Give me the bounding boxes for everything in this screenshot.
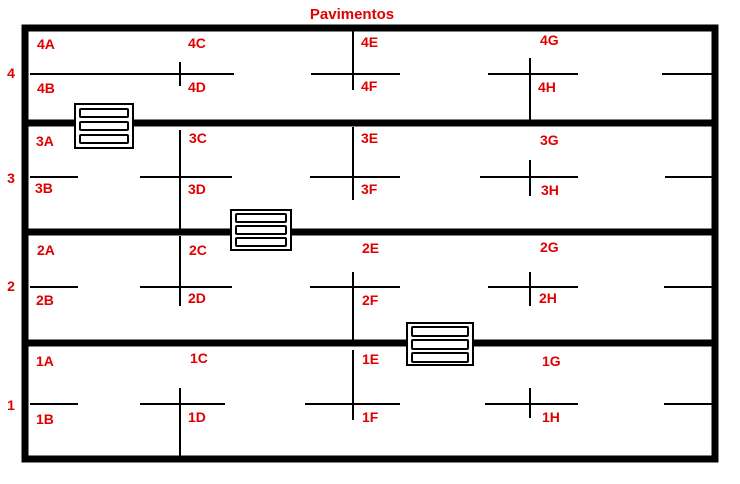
room-label: 2D xyxy=(188,290,206,306)
room-label: 1F xyxy=(362,409,379,425)
room-label: 2C xyxy=(189,242,207,258)
floor-number-2: 2 xyxy=(7,278,15,294)
diagram-title: Pavimentos xyxy=(310,6,394,23)
room-label: 3G xyxy=(540,132,559,148)
room-label: 3H xyxy=(541,182,559,198)
room-label: 4B xyxy=(37,80,55,96)
room-label: 4F xyxy=(361,78,378,94)
building-outline xyxy=(21,24,719,463)
floor-number-1: 1 xyxy=(7,397,15,413)
room-label: 4G xyxy=(540,32,559,48)
room-label: 2G xyxy=(540,239,559,255)
room-label: 4D xyxy=(188,79,206,95)
stairs-icon-floor-3-2 xyxy=(230,209,292,251)
room-labels-floor-4: 4A 4B 4C 4D 4E 4F 4G 4H xyxy=(37,32,559,96)
stairs-icon-floor-4-3 xyxy=(74,103,134,149)
room-label: 2H xyxy=(539,290,557,306)
room-label: 1B xyxy=(36,411,54,427)
room-label: 3E xyxy=(361,130,378,146)
room-label: 1D xyxy=(188,409,206,425)
room-label: 3F xyxy=(361,181,378,197)
floor-slabs xyxy=(25,119,715,347)
room-label: 1H xyxy=(542,409,560,425)
room-label: 1A xyxy=(36,353,54,369)
room-label: 2B xyxy=(36,292,54,308)
floor-numbers: 4 3 2 1 xyxy=(7,65,15,413)
room-label: 1G xyxy=(542,353,561,369)
stairs-icon-floor-2-1 xyxy=(406,322,474,366)
room-label: 3C xyxy=(189,130,207,146)
room-label: 1E xyxy=(362,351,379,367)
floor-number-4: 4 xyxy=(7,65,15,81)
room-label: 4H xyxy=(538,79,556,95)
floor-number-3: 3 xyxy=(7,170,15,186)
room-labels-floor-3: 3A 3B 3C 3D 3E 3F 3G 3H xyxy=(35,130,559,198)
room-label: 3D xyxy=(188,181,206,197)
room-label: 1C xyxy=(190,350,208,366)
room-label: 3B xyxy=(35,180,53,196)
room-label: 2A xyxy=(37,242,55,258)
room-labels-floor-1: 1A 1B 1C 1D 1E 1F 1G 1H xyxy=(36,350,561,427)
room-labels-floor-2: 2A 2B 2C 2D 2E 2F 2G 2H xyxy=(36,239,559,308)
room-label: 2E xyxy=(362,240,379,256)
room-label: 4E xyxy=(361,34,378,50)
room-label: 2F xyxy=(362,292,379,308)
room-label: 4A xyxy=(37,36,55,52)
room-label: 4C xyxy=(188,35,206,51)
room-label: 3A xyxy=(36,133,54,149)
room-partitions xyxy=(30,30,712,456)
